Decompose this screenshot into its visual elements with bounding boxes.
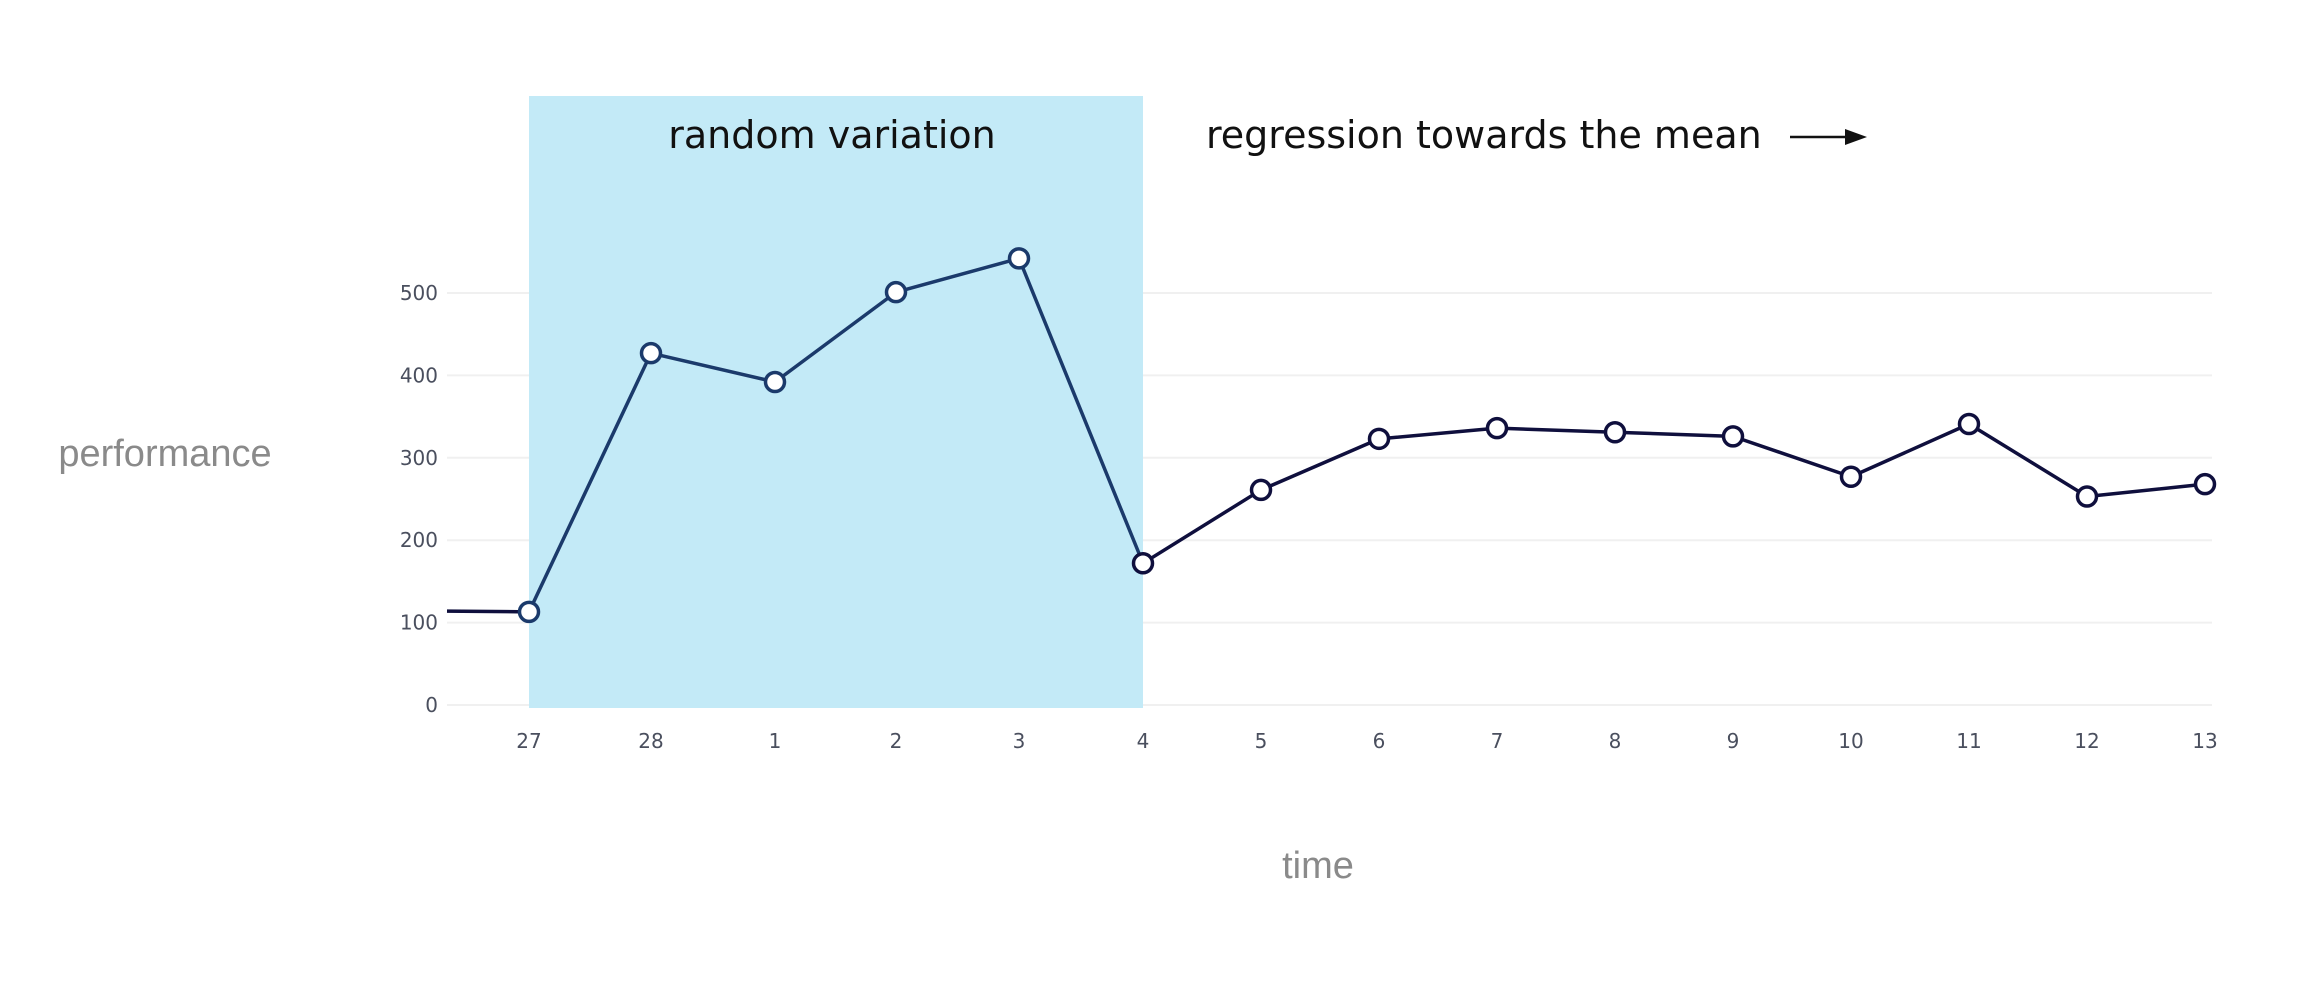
x-tick-label: 4 <box>1137 729 1150 753</box>
line-segment <box>1967 422 2089 499</box>
x-tick-label: 11 <box>1956 729 1981 753</box>
x-tick-label: 5 <box>1255 729 1268 753</box>
y-tick-label: 400 <box>400 363 438 387</box>
line-segment <box>894 256 1021 294</box>
data-point <box>639 341 663 365</box>
data-points <box>517 247 2217 624</box>
y-tick-label: 500 <box>400 281 438 305</box>
line-segment <box>1613 430 1735 439</box>
data-point <box>763 370 787 394</box>
data-point <box>1249 478 1273 502</box>
data-point <box>1007 247 1031 270</box>
arrow-right-icon <box>1790 129 1867 145</box>
random-variation-label: random variation <box>668 113 996 157</box>
line-segment <box>1259 437 1381 492</box>
x-tick-label: 7 <box>1491 729 1504 753</box>
line-segment <box>1017 256 1145 566</box>
line-segment <box>1731 434 1853 479</box>
data-point <box>1367 427 1391 451</box>
line-segment <box>446 609 530 614</box>
random-variation-region <box>529 96 1143 708</box>
data-point <box>2075 485 2099 508</box>
line-segment <box>1495 426 1617 435</box>
data-point <box>517 600 541 624</box>
x-tick-label: 6 <box>1373 729 1386 753</box>
y-tick-label: 0 <box>425 693 438 717</box>
y-tick-label: 100 <box>400 611 438 635</box>
x-tick-label: 2 <box>890 729 903 753</box>
y-axis-ticks: 0 100 200 300 400 500 <box>400 281 438 717</box>
line-segment <box>773 290 898 384</box>
x-tick-label: 28 <box>638 729 663 753</box>
y-tick-label: 200 <box>400 528 438 552</box>
line-segment <box>1377 426 1499 441</box>
x-tick-label: 12 <box>2074 729 2099 753</box>
line-segment <box>527 351 653 614</box>
series-line <box>446 256 2207 614</box>
data-point <box>1131 552 1155 575</box>
data-point <box>1839 465 1863 489</box>
data-point <box>1603 421 1627 444</box>
x-tick-label: 1 <box>769 729 782 753</box>
x-tick-label: 8 <box>1609 729 1622 753</box>
x-tick-label: 27 <box>516 729 541 753</box>
y-tick-label: 300 <box>400 446 438 470</box>
regression-annotation: regression towards the mean <box>1206 113 1762 157</box>
line-segment <box>1141 488 1263 566</box>
x-axis-title: time <box>1282 845 1354 887</box>
line-segment <box>649 351 777 384</box>
data-point <box>884 280 908 304</box>
data-point <box>2193 472 2217 496</box>
x-axis-ticks: 27 28 1 2 3 4 5 6 7 8 9 10 11 12 13 <box>516 729 2217 753</box>
data-point <box>1721 425 1745 448</box>
data-point <box>1957 412 1981 436</box>
data-point <box>1485 416 1509 440</box>
line-segment <box>1849 422 1971 479</box>
x-tick-label: 9 <box>1727 729 1740 753</box>
x-tick-label: 3 <box>1013 729 1026 753</box>
y-axis-title: performance <box>58 433 271 475</box>
x-tick-label: 13 <box>2192 729 2217 753</box>
line-segment <box>2085 482 2207 499</box>
x-tick-label: 10 <box>1838 729 1863 753</box>
